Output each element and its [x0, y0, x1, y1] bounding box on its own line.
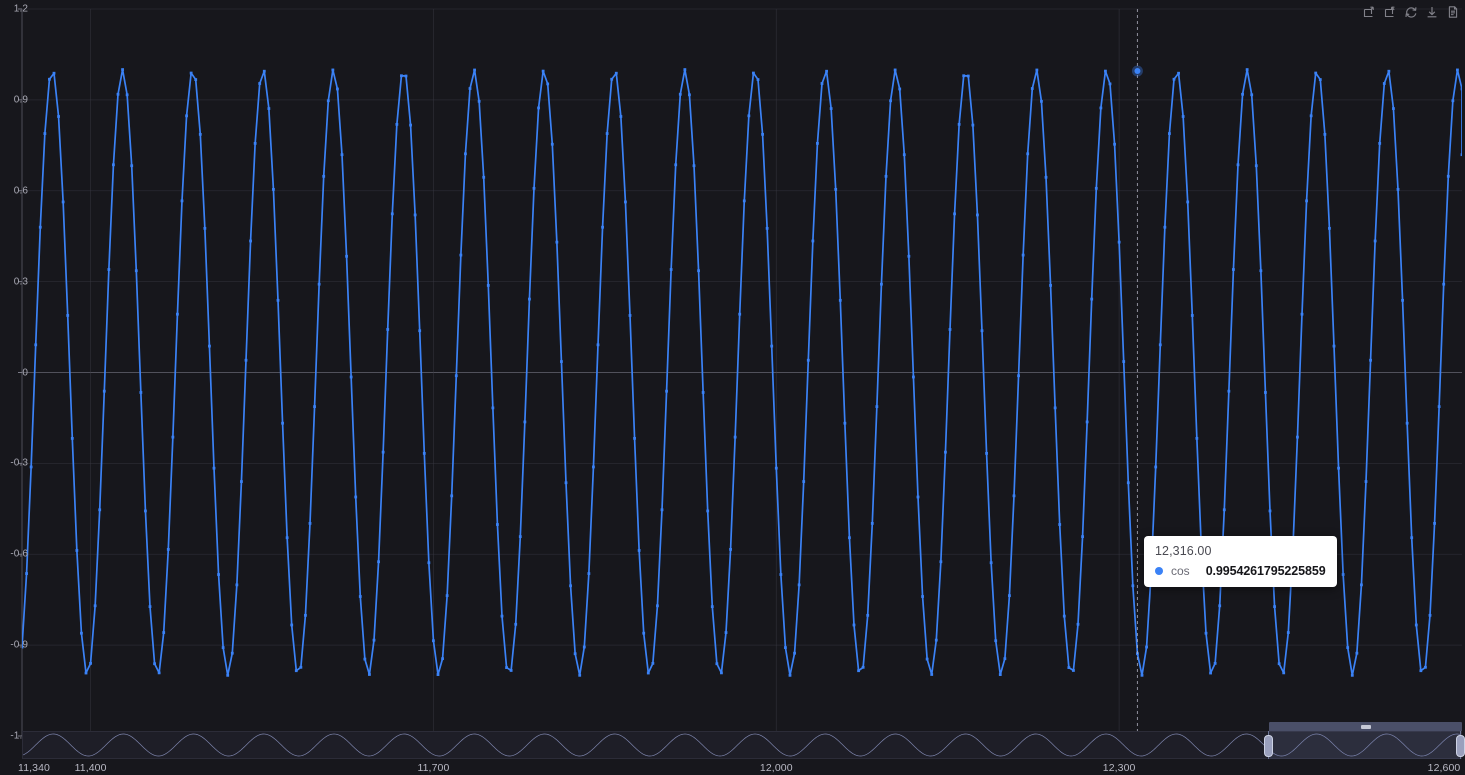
y-tick-label: 0: [22, 367, 28, 378]
chart-toolbar: [1360, 3, 1461, 20]
zoom-area-icon[interactable]: [1360, 3, 1377, 20]
y-tick-label: 0.6: [13, 185, 28, 197]
download-icon[interactable]: [1423, 3, 1440, 20]
zoom-out-area-icon[interactable]: [1381, 3, 1398, 20]
range-handle-left[interactable]: [1264, 735, 1274, 757]
range-handle-right[interactable]: [1456, 735, 1465, 757]
tooltip-series-value: 0.9954261795225859: [1205, 564, 1326, 578]
range-selector-window[interactable]: [1268, 722, 1462, 759]
x-tick-label: 12,600: [1427, 762, 1461, 774]
y-tick-label: -0.3: [10, 457, 28, 469]
range-preview-series: [23, 733, 1461, 757]
tooltip-title: 12,316.00: [1155, 544, 1212, 558]
drag-grip-icon: [1360, 724, 1371, 729]
x-tick-label: 11,400: [74, 762, 107, 774]
y-tick-label: 0.3: [13, 276, 28, 288]
tooltip-series-name: cos: [1171, 564, 1190, 578]
series-color-dot: [1155, 567, 1163, 575]
refresh-icon[interactable]: [1402, 3, 1419, 20]
y-tick-label: 1.2: [13, 3, 28, 15]
y-tick-label: -0.6: [10, 548, 28, 560]
y-tick-label: 0.9: [13, 94, 28, 106]
y-tick-label: -1.2: [10, 730, 28, 742]
tooltip-row: cos 0.9954261795225859: [1155, 564, 1326, 578]
document-icon[interactable]: [1444, 3, 1461, 20]
x-tick-label: 11,700: [417, 762, 450, 774]
x-tick-label: 12,000: [759, 762, 793, 774]
y-tick-label: -0.9: [10, 639, 28, 651]
x-tick-label: 12,300: [1102, 762, 1136, 774]
range-selector[interactable]: [22, 722, 1465, 759]
range-selector-drag-bar[interactable]: [1269, 722, 1462, 731]
x-tick-label: 11,340: [18, 762, 50, 774]
chart-tooltip: 12,316.00 cos 0.9954261795225859: [1144, 536, 1337, 587]
